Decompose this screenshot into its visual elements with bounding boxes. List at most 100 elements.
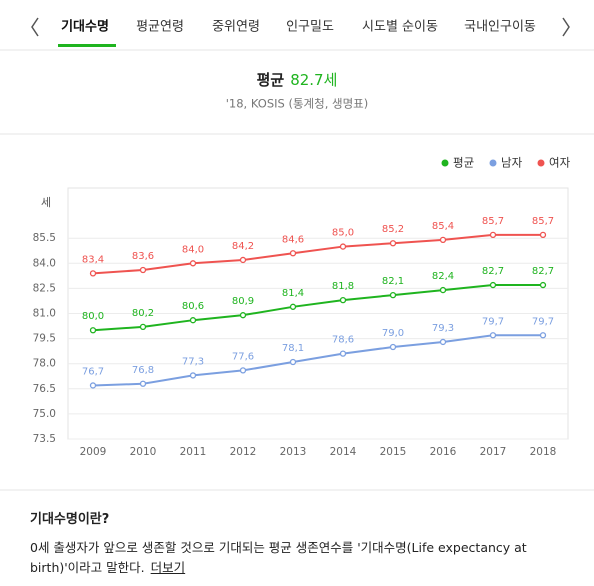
data-point (189, 260, 197, 267)
chart-panel: 평균 82.7세 '18, KOSIS (통계청, 생명표) 세 기대수명 평균연령… (0, 17, 594, 491)
y-tick-label: 82.5 (33, 282, 56, 294)
active-tab-underline (58, 44, 116, 47)
data-point (289, 250, 297, 257)
data-point (389, 240, 397, 247)
chart-title: 평균 82.7세 (257, 71, 338, 89)
data-label: 85,2 (382, 224, 404, 235)
x-tick-label: 2018 (530, 446, 557, 458)
legend-label: 평균 (453, 156, 474, 170)
y-tick-label: 76.5 (33, 383, 56, 395)
y-tick-label: 75.0 (33, 408, 56, 420)
data-label: 76,8 (132, 365, 154, 376)
y-tick-label: 81.0 (33, 308, 56, 320)
data-point (339, 350, 347, 357)
data-label: 80,6 (182, 301, 204, 312)
subtitle: '18, KOSIS (통계청, 생명표) (226, 97, 368, 111)
series-line (92, 334, 543, 387)
data-label: 80,9 (232, 296, 254, 307)
data-label: 79,7 (482, 316, 504, 327)
data-label: 79,7 (532, 316, 554, 327)
tab[interactable]: 중위연령 (212, 20, 260, 35)
data-point (439, 286, 447, 294)
data-label: 82,7 (532, 266, 554, 277)
data-label: 82,1 (382, 276, 404, 287)
data-point (239, 367, 247, 374)
legend-marker (489, 159, 497, 167)
tab[interactable]: 기대수명 (61, 19, 109, 35)
next-arrow[interactable] (562, 17, 570, 37)
data-label: 78,1 (282, 343, 304, 354)
data-point (189, 372, 197, 379)
y-tick-label: 78.0 (33, 358, 56, 370)
data-point (389, 343, 397, 351)
data-point (489, 231, 497, 239)
data-label: 82,4 (432, 271, 454, 282)
x-tick-label: 2014 (330, 446, 357, 458)
title-label: 평균 (257, 71, 285, 89)
info-heading: 기대수명이란? (30, 512, 110, 527)
y-tick-label: 85.5 (33, 232, 56, 244)
legend-label: 남자 (501, 156, 523, 170)
x-tick-label: 2015 (380, 446, 407, 458)
data-label: 85,0 (332, 228, 354, 239)
data-point (339, 243, 347, 250)
data-point (389, 291, 397, 299)
data-point (89, 270, 97, 277)
data-point (139, 323, 147, 331)
data-point (139, 266, 147, 274)
x-tick-label: 2009 (80, 446, 107, 458)
data-label: 77,6 (232, 351, 254, 362)
title-value: 82.7세 (290, 71, 337, 89)
x-tick-label: 2010 (130, 446, 157, 458)
data-point (89, 382, 97, 389)
data-label: 84,0 (182, 244, 204, 255)
data-label: 82,7 (482, 266, 504, 277)
data-label: 85,7 (482, 216, 504, 227)
data-point (289, 358, 297, 366)
legend-marker (537, 159, 545, 167)
tab[interactable]: 국내인구이동 (464, 20, 536, 35)
data-point (339, 296, 347, 304)
data-point (239, 256, 247, 264)
info-box: 기대수명이란? 0세 출생자가 앞으로 생존할 것으로 기대되는 평균 생존연수… (30, 510, 570, 578)
legend-marker (441, 159, 449, 167)
series-line (92, 284, 543, 332)
data-point (489, 332, 497, 339)
y-tick-label: 79.5 (33, 333, 56, 345)
data-point (439, 338, 447, 346)
tab[interactable]: 시도별 순이동 (362, 20, 438, 35)
y-tick-label: 84.0 (33, 257, 56, 269)
legend-label: 여자 (549, 156, 571, 170)
data-point (139, 380, 147, 387)
data-point (539, 281, 547, 289)
data-label: 83,4 (82, 254, 104, 265)
data-label: 79,3 (432, 323, 454, 334)
data-point (489, 281, 497, 289)
data-label: 80,0 (82, 311, 104, 322)
info-text: 0세 출생자가 앞으로 생존할 것으로 기대되는 평균 생존연수를 '기대수명(… (30, 540, 527, 575)
data-point (539, 231, 547, 239)
x-tick-label: 2016 (430, 446, 457, 458)
tab[interactable]: 인구밀도 (286, 20, 334, 35)
data-label: 84,6 (282, 234, 304, 245)
x-tick-label: 2017 (480, 446, 507, 458)
prev-arrow[interactable] (31, 17, 39, 37)
x-tick-label: 2013 (280, 446, 307, 458)
y-tick-label: 73.5 (33, 433, 56, 445)
x-tick-label: 2012 (230, 446, 257, 458)
data-label: 76,7 (82, 366, 104, 377)
data-label: 83,6 (132, 251, 154, 262)
data-label: 81,4 (282, 288, 304, 299)
more-link[interactable]: 더보기 (150, 560, 186, 575)
series-line (92, 233, 543, 275)
tab[interactable]: 평균연령 (136, 20, 184, 35)
data-point (239, 312, 247, 319)
data-label: 85,4 (432, 221, 454, 232)
data-point (189, 317, 197, 324)
x-tick-label: 2011 (180, 446, 207, 458)
data-point (89, 327, 97, 334)
data-label: 78,6 (332, 335, 354, 346)
data-label: 81,8 (332, 281, 354, 292)
data-label: 80,2 (132, 308, 154, 319)
